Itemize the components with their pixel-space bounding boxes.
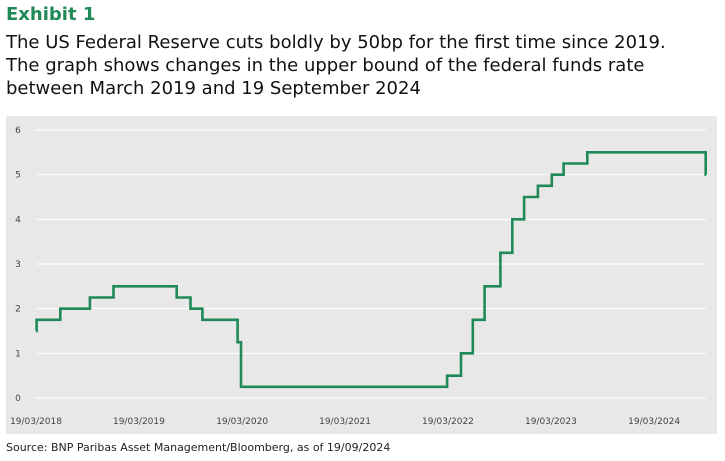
source-note: Source: BNP Paribas Asset Management/Blo… [6, 441, 391, 454]
chart-title-line-2: The graph shows changes in the upper bou… [6, 55, 645, 76]
x-axis-ticks: 19/03/2018 19/03/2019 19/03/2020 19/03/2021… [10, 417, 680, 427]
y-tick-label: 6 [15, 126, 21, 136]
y-tick-label: 4 [15, 215, 21, 225]
x-tick-label: 19/03/2024 [628, 417, 680, 427]
series-line-0 [35, 151, 707, 389]
x-tick-label: 19/03/2022 [422, 417, 474, 427]
x-tick-label: 19/03/2023 [525, 417, 577, 427]
series-layer [35, 151, 707, 389]
y-tick-label: 0 [15, 394, 21, 404]
y-tick-label: 2 [15, 305, 21, 315]
y-axis-ticks: 0 1 2 3 4 5 6 [15, 126, 21, 404]
chart-title-line-3: between March 2019 and 19 September 2024 [6, 78, 421, 99]
x-tick-label: 19/03/2020 [216, 417, 268, 427]
y-tick-label: 1 [15, 349, 21, 359]
exhibit-label: Exhibit 1 [6, 4, 96, 25]
grid-layer [36, 129, 706, 399]
x-tick-label: 19/03/2018 [10, 417, 62, 427]
x-tick-label: 19/03/2021 [319, 417, 371, 427]
x-tick-label: 19/03/2019 [113, 417, 165, 427]
y-tick-label: 5 [15, 171, 21, 181]
y-tick-label: 3 [15, 260, 21, 270]
chart-title-line-1: The US Federal Reserve cuts boldly by 50… [6, 32, 666, 53]
